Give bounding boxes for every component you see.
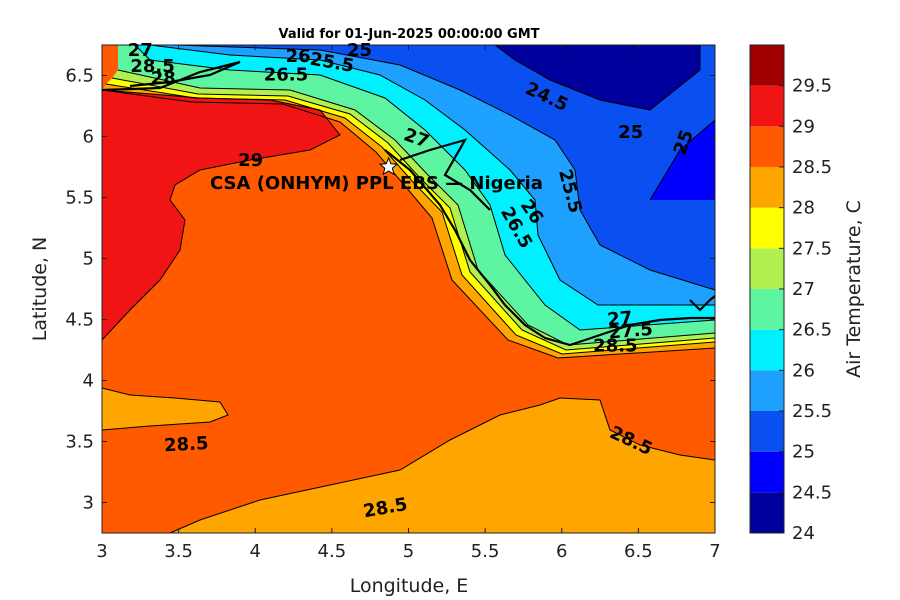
colorbar-swatch: [750, 289, 784, 330]
colorbar-swatch: [750, 248, 784, 289]
colorbar-swatch: [750, 45, 784, 86]
colorbar-tick-label: 28: [792, 198, 815, 219]
colorbar-tick-label: 29: [792, 116, 815, 137]
coastline: [101, 60, 716, 347]
colorbar-swatch: [750, 126, 784, 167]
band-28-southeast: [170, 398, 715, 533]
band-24: [495, 45, 700, 110]
contour-label: 26: [286, 46, 311, 67]
y-axis-ticks: 3 3.5 4 4.5 5 5.5 6 6.5: [65, 66, 715, 514]
band-25: [175, 45, 715, 290]
x-tick-label: 6: [556, 541, 567, 562]
y-tick-label: 5: [83, 249, 94, 270]
y-axis-label: Latitude, N: [29, 237, 51, 342]
site-marker: [378, 156, 399, 176]
colorbar-tick-label: 26: [792, 360, 815, 381]
colorbar-tick-label: 24: [792, 523, 815, 544]
x-tick-label: 4.5: [318, 541, 347, 562]
colorbar-swatch: [750, 167, 784, 208]
site-label: CSA (ONHYM) PPL EBS — Nigeria: [210, 173, 543, 194]
colorbar-swatch: [750, 451, 784, 493]
y-tick-label: 4: [83, 371, 94, 392]
colorbar-tick-label: 28.5: [792, 157, 832, 178]
contour-label: 26.5: [264, 65, 308, 86]
colorbar-tick-label: 27.5: [792, 238, 832, 259]
colorbar-tick-label: 26.5: [792, 320, 832, 341]
colorbar-swatch: [750, 411, 784, 452]
colorbar-swatch: [750, 370, 784, 411]
contour-label: 28.5: [593, 335, 637, 356]
x-tick-label: 6.5: [624, 541, 653, 562]
contour-label: 25: [618, 122, 643, 143]
contour-label: 28: [151, 68, 176, 89]
y-tick-label: 6.5: [65, 66, 94, 87]
colorbar-swatch: [750, 492, 784, 533]
x-tick-label: 5: [403, 541, 414, 562]
x-tick-label: 7: [709, 541, 720, 562]
contour-label: 27.5: [608, 319, 654, 344]
colorbar-tick-label: 27: [792, 279, 815, 300]
y-tick-label: 3.5: [65, 432, 94, 453]
x-tick-label: 5.5: [471, 541, 500, 562]
y-tick-label: 3: [83, 493, 94, 514]
colorbar-swatch: [750, 329, 784, 371]
y-tick-label: 5.5: [65, 188, 94, 209]
contour-label: 28.5: [164, 433, 209, 456]
x-tick-label: 3: [96, 541, 107, 562]
contour-label: 29: [238, 150, 263, 171]
colorbar-swatch: [750, 85, 784, 127]
contour-lines: [101, 44, 716, 534]
contour-label: 28.5: [130, 56, 174, 77]
band-28-south: [102, 388, 228, 430]
contour-label: 25: [347, 40, 372, 61]
x-tick-label: 3.5: [164, 541, 193, 562]
colorbar: 24 24.5 25 25.5 26 26.5 27 27.5 28 28.5 29 29.5: [749, 44, 832, 544]
colorbar-swatch: [750, 207, 784, 249]
contour-label: 27: [128, 40, 153, 61]
chart-title: Valid for 01-Jun-2025 00:00:00 GMT: [279, 27, 540, 42]
y-tick-label: 4.5: [65, 310, 94, 331]
colorbar-tick-label: 25: [792, 442, 815, 463]
white-star-icon: [378, 156, 399, 176]
x-axis-ticks: 3 3.5 4 4.5 5 5.5 6 6.5 7: [96, 45, 721, 562]
colorbar-label: Air Temperature, C: [843, 200, 865, 378]
band-24-5: [650, 120, 715, 200]
x-tick-label: 4: [250, 541, 261, 562]
y-tick-label: 6: [83, 127, 94, 148]
colorbar-tick-label: 24.5: [792, 482, 832, 503]
colorbar-tick-label: 29.5: [792, 76, 832, 97]
colorbar-tick-label: 25.5: [792, 401, 832, 422]
contour-label: 27: [607, 307, 634, 330]
x-axis-label: Longitude, E: [350, 575, 469, 597]
